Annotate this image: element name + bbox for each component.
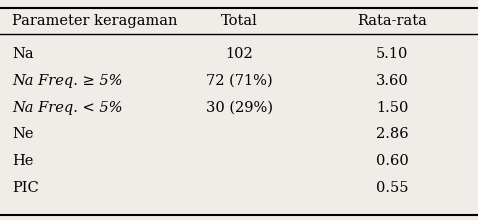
Text: 102: 102: [225, 47, 253, 61]
Text: Ne: Ne: [12, 127, 33, 141]
Text: He: He: [12, 154, 33, 168]
Text: 3.60: 3.60: [376, 74, 408, 88]
Text: Rata-rata: Rata-rata: [357, 14, 427, 28]
Text: 0.55: 0.55: [376, 181, 408, 195]
Text: Na Freq. < 5%: Na Freq. < 5%: [12, 101, 122, 115]
Text: 5.10: 5.10: [376, 47, 408, 61]
Text: 1.50: 1.50: [376, 101, 408, 115]
Text: 30 (29%): 30 (29%): [206, 101, 272, 115]
Text: 0.60: 0.60: [376, 154, 408, 168]
Text: PIC: PIC: [12, 181, 39, 195]
Text: 2.86: 2.86: [376, 127, 408, 141]
Text: Na: Na: [12, 47, 33, 61]
Text: Parameter keragaman: Parameter keragaman: [12, 14, 177, 28]
Text: 72 (71%): 72 (71%): [206, 74, 272, 88]
Text: Total: Total: [221, 14, 257, 28]
Text: Na Freq. ≥ 5%: Na Freq. ≥ 5%: [12, 74, 122, 88]
